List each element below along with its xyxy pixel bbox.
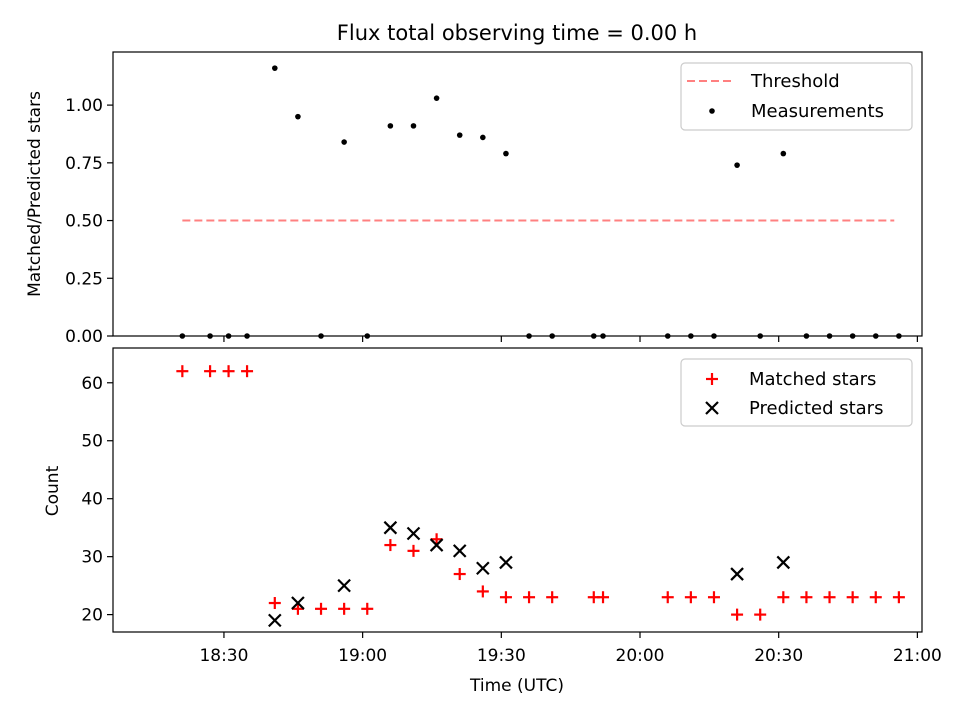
predicted-star-point xyxy=(383,520,398,535)
matched-star-point xyxy=(453,568,466,581)
x-tick-label: 21:00 xyxy=(893,646,942,666)
top-y-tick-label: 1.00 xyxy=(65,96,103,116)
bottom-y-tick-label: 20 xyxy=(81,606,103,626)
top-y-axis-label: Matched/Predicted stars xyxy=(25,91,45,297)
matched-star-point xyxy=(361,602,374,615)
matched-star-point xyxy=(523,591,536,604)
measurement-point xyxy=(387,123,394,129)
predicted-star-point xyxy=(476,561,490,576)
measurement-point xyxy=(780,150,787,157)
matched-star-point xyxy=(892,591,905,604)
x-tick-label: 18:30 xyxy=(199,646,248,666)
matched-star-point xyxy=(707,591,720,604)
predicted-star-point xyxy=(499,555,513,570)
bottom-y-tick-label: 30 xyxy=(81,548,103,568)
bottom-y-tick-label: 60 xyxy=(81,374,103,394)
top-legend-box xyxy=(680,62,913,131)
matched-star-point xyxy=(499,591,512,604)
legend-threshold-label: Threshold xyxy=(750,71,840,92)
top-y-ticks: 0.00 0.25 0.50 0.75 1.00 xyxy=(65,96,113,347)
bottom-y-ticks: 20 30 40 50 60 xyxy=(81,374,113,626)
matched-star-point xyxy=(338,602,351,615)
x-tick-label: 20:00 xyxy=(616,646,665,666)
x-axis-label: Time (UTC) xyxy=(469,676,564,696)
matched-star-point xyxy=(430,533,443,546)
top-y-tick-label: 0.25 xyxy=(65,269,103,289)
legend-predicted-label: Predicted stars xyxy=(749,398,883,419)
measurement-point xyxy=(272,65,278,71)
matched-star-point xyxy=(546,591,559,604)
measurement-point xyxy=(456,132,463,138)
matched-star-point xyxy=(384,539,397,552)
predicted-star-point xyxy=(452,544,467,558)
matched-star-point xyxy=(800,591,813,604)
matched-star-point xyxy=(241,365,254,378)
predicted-star-point xyxy=(776,555,791,570)
top-x-ticks xyxy=(223,336,918,342)
matched-star-point xyxy=(754,608,767,621)
measurement-point xyxy=(480,134,486,141)
matched-star-point xyxy=(176,365,189,378)
measurement-point xyxy=(410,123,417,129)
bottom-y-tick-label: 40 xyxy=(81,490,103,510)
chart-title: Flux total observing time = 0.00 h xyxy=(337,21,697,45)
matched-star-point xyxy=(204,365,217,378)
top-y-tick-label: 0.75 xyxy=(65,154,103,174)
x-tick-label: 19:30 xyxy=(477,646,526,666)
x-tick-label: 19:00 xyxy=(338,646,387,666)
matched-star-point xyxy=(597,591,610,604)
top-legend: Threshold Measurements xyxy=(680,62,913,131)
matched-star-point xyxy=(407,544,420,557)
top-marks xyxy=(179,65,902,339)
top-panel: 0.00 0.25 0.50 0.75 1.00 Matched/Predicted s… xyxy=(25,51,923,347)
measurement-point xyxy=(295,113,301,120)
bottom-panel: 20 30 40 50 60 18:30 19:00 19:30 20:00 20:30 21:0… xyxy=(43,347,942,696)
bottom-marks xyxy=(176,365,905,628)
matched-star-point xyxy=(315,602,328,615)
x-tick-label: 20:30 xyxy=(754,646,803,666)
top-axes-frame xyxy=(112,51,923,337)
bottom-x-ticks: 18:30 19:00 19:30 20:00 20:30 21:00 xyxy=(199,632,942,666)
predicted-star-point xyxy=(406,526,421,541)
legend-measurements-label: Measurements xyxy=(751,101,884,122)
matched-star-point xyxy=(684,591,697,604)
legend-predicted-swatch xyxy=(705,401,719,415)
legend-matched-swatch xyxy=(706,373,718,385)
predicted-star-point xyxy=(730,567,744,581)
predicted-star-point xyxy=(429,538,444,552)
top-y-tick-label: 0.00 xyxy=(65,327,103,347)
matched-star-point xyxy=(291,602,304,615)
measurement-point xyxy=(503,150,509,157)
matched-star-point xyxy=(268,597,281,610)
matched-star-point xyxy=(661,591,674,604)
matched-star-point xyxy=(476,585,489,598)
measurement-point xyxy=(734,162,740,168)
top-y-tick-label: 0.50 xyxy=(65,212,103,232)
legend-measurements-swatch xyxy=(709,108,715,114)
matched-star-point xyxy=(777,591,790,604)
bottom-legend: Matched stars Predicted stars xyxy=(680,358,913,427)
matched-star-point xyxy=(731,608,744,621)
bottom-axes-frame xyxy=(112,347,923,633)
bottom-y-axis-label: Count xyxy=(43,465,63,516)
predicted-star-point xyxy=(268,613,282,628)
measurement-point xyxy=(433,95,440,101)
predicted-star-point xyxy=(337,578,351,593)
bottom-y-tick-label: 50 xyxy=(81,432,103,452)
matched-star-point xyxy=(823,591,836,604)
matched-star-point xyxy=(869,591,882,604)
matched-star-point xyxy=(222,365,235,378)
predicted-star-point xyxy=(291,596,305,610)
legend-matched-label: Matched stars xyxy=(749,369,876,390)
matched-star-point xyxy=(846,591,859,604)
bottom-legend-box xyxy=(680,358,913,427)
measurement-point xyxy=(341,139,347,145)
